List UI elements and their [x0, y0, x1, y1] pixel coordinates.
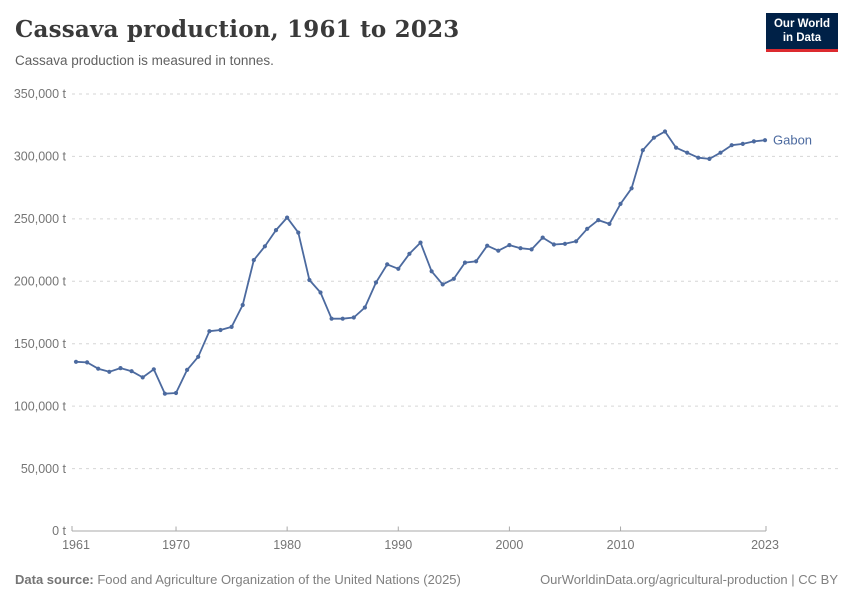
owid-logo-line2: in Data: [782, 32, 822, 45]
data-point: [551, 242, 557, 247]
x-tick-label: 2023: [751, 538, 779, 552]
data-point: [440, 282, 445, 287]
data-point: [296, 230, 301, 235]
data-point: [151, 367, 156, 372]
data-point: [173, 390, 179, 396]
data-point: [662, 129, 668, 134]
data-point: [562, 241, 568, 246]
data-point: [529, 247, 534, 252]
data-point: [574, 239, 579, 244]
data-point: [162, 391, 167, 396]
data-point: [185, 367, 190, 372]
y-tick-label: 350,000 t: [14, 87, 67, 101]
data-point: [340, 316, 345, 321]
data-line: [75, 130, 766, 395]
data-point: [629, 186, 634, 191]
data-point: [507, 243, 512, 248]
data-point: [218, 327, 223, 333]
data-point: [740, 141, 745, 146]
data-point: [496, 248, 501, 253]
data-point: [262, 244, 267, 249]
y-tick-label: 100,000 t: [14, 399, 67, 413]
data-point: [96, 366, 101, 371]
data-point: [762, 138, 768, 143]
data-point: [240, 302, 245, 308]
owid-logo-line1: Our World: [773, 18, 830, 30]
owid-url-license[interactable]: OurWorldinData.org/agricultural-producti…: [540, 572, 838, 587]
data-point: [418, 240, 423, 245]
data-point: [462, 260, 468, 265]
data-point: [385, 262, 390, 267]
x-tick-label: 1990: [384, 538, 412, 552]
chart-subtitle: Cassava production is measured in tonnes…: [15, 53, 274, 68]
y-tick-label: 0 t: [52, 524, 66, 538]
data-point: [118, 366, 123, 371]
data-point: [351, 315, 356, 320]
data-point: [307, 277, 312, 283]
data-point: [285, 215, 290, 220]
data-point: [362, 305, 367, 310]
chart-footer: Data source: Food and Agriculture Organi…: [15, 572, 838, 587]
data-point: [651, 135, 657, 140]
owid-logo[interactable]: Our World in Data: [765, 13, 838, 52]
data-source-label: Data source:: [15, 572, 94, 587]
data-point: [685, 150, 690, 155]
data-point: [107, 369, 112, 374]
data-point: [585, 226, 590, 231]
data-point: [140, 375, 145, 380]
data-point: [696, 155, 701, 160]
y-tick-label: 300,000 t: [14, 150, 67, 164]
data-point: [474, 259, 479, 264]
data-point: [207, 329, 212, 334]
data-point: [407, 251, 412, 256]
data-point: [518, 246, 523, 251]
data-point: [718, 150, 723, 155]
data-point: [429, 269, 434, 274]
data-point: [273, 228, 279, 233]
data-source-text: Food and Agriculture Organization of the…: [93, 572, 461, 587]
data-point: [129, 369, 134, 374]
x-tick-label: 2010: [607, 538, 635, 552]
data-point: [73, 359, 79, 364]
y-tick-label: 200,000 t: [14, 274, 67, 288]
data-point: [674, 145, 679, 150]
data-point: [451, 276, 456, 281]
data-point: [485, 243, 490, 248]
y-tick-label: 250,000 t: [14, 212, 67, 226]
chart-title: Cassava production, 1961 to 2023: [15, 16, 460, 43]
data-point: [318, 290, 323, 295]
data-point: [640, 148, 645, 153]
x-tick-label: 1980: [273, 538, 301, 552]
data-point: [329, 316, 334, 321]
x-tick-label: 2000: [495, 538, 523, 552]
data-source-note: Data source: Food and Agriculture Organi…: [15, 572, 461, 587]
data-point: [251, 258, 256, 263]
data-point: [85, 360, 90, 365]
data-point: [751, 139, 757, 144]
data-point: [540, 235, 545, 240]
data-point: [596, 218, 601, 223]
x-tick-label: 1961: [62, 538, 90, 552]
y-tick-label: 150,000 t: [14, 337, 67, 351]
x-tick-label: 1970: [162, 538, 190, 552]
data-point: [229, 324, 234, 329]
data-point: [607, 221, 612, 226]
data-point: [196, 354, 201, 359]
data-point: [396, 266, 401, 271]
data-point: [373, 280, 379, 285]
series-label: Gabon: [773, 133, 812, 148]
data-point: [729, 143, 734, 148]
data-point: [618, 201, 623, 206]
y-tick-label: 50,000 t: [21, 462, 67, 476]
data-point: [707, 156, 712, 161]
